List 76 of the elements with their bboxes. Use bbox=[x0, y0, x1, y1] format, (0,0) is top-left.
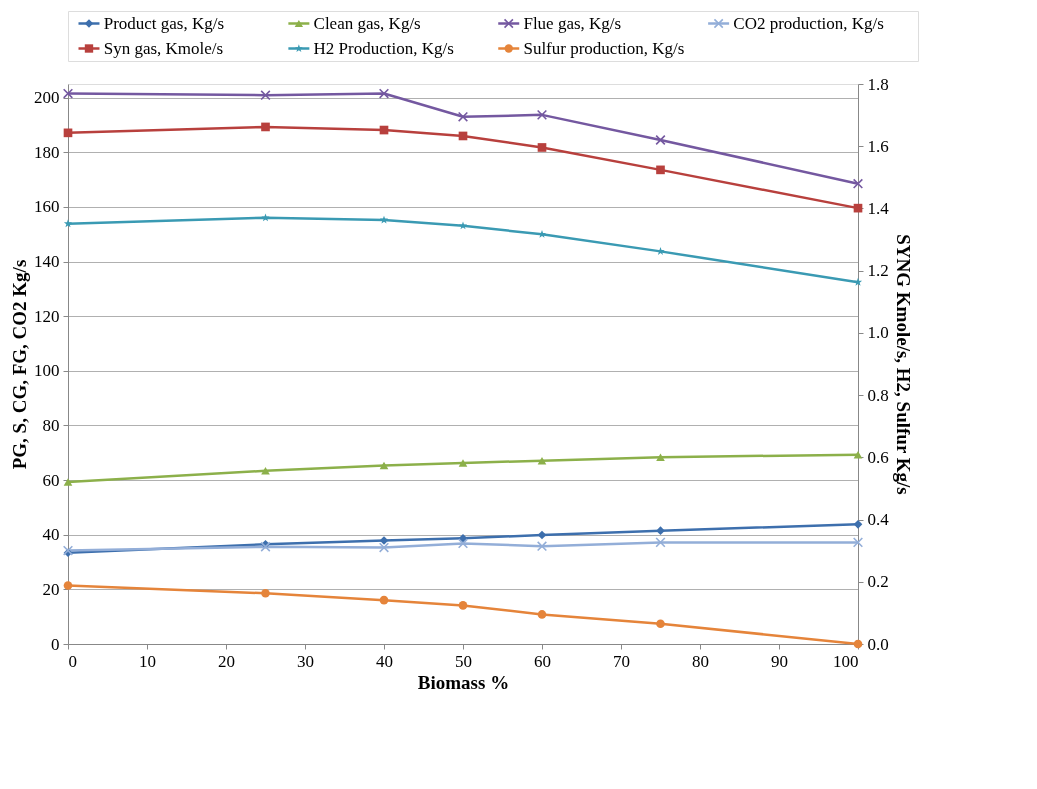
y2-tick-label: 1.2 bbox=[867, 261, 889, 281]
y2-axis-title: SYNG Kmole/s, H2, Sulfur Kg/s bbox=[892, 234, 914, 495]
legend-label: Sulfur production, Kg/s bbox=[523, 38, 685, 58]
x-tick-label: 0 bbox=[68, 651, 77, 671]
point bbox=[656, 165, 665, 175]
point bbox=[655, 537, 666, 548]
legend-label: Product gas, Kg/s bbox=[103, 13, 225, 33]
x-tick-label: 20 bbox=[218, 651, 235, 671]
point bbox=[261, 588, 270, 598]
y2-tick-label: 0.6 bbox=[867, 447, 889, 467]
x-tick-label: 80 bbox=[692, 651, 709, 671]
point bbox=[63, 219, 73, 228]
point bbox=[379, 215, 389, 224]
y-tick-label: 80 bbox=[42, 415, 60, 435]
y-tick-label: 60 bbox=[42, 470, 60, 490]
y2-tick-label: 1.0 bbox=[867, 323, 889, 343]
legend-label: Flue gas, Kg/s bbox=[523, 13, 622, 33]
point bbox=[379, 461, 389, 470]
y2-tick-label: 1.6 bbox=[867, 136, 889, 156]
point bbox=[537, 143, 547, 152]
point bbox=[655, 134, 666, 146]
point bbox=[458, 459, 468, 467]
point bbox=[656, 526, 665, 535]
point bbox=[260, 90, 271, 101]
y-tick-label: 0 bbox=[51, 634, 60, 654]
x-tick-label: 90 bbox=[771, 651, 788, 671]
point bbox=[536, 109, 548, 120]
x-axis-title: Biomass % bbox=[417, 671, 510, 693]
point bbox=[379, 595, 389, 605]
point bbox=[656, 619, 665, 629]
y-tick-label: 120 bbox=[34, 306, 60, 326]
point bbox=[261, 213, 270, 222]
point bbox=[852, 178, 864, 189]
y2-tick-label: 0.8 bbox=[867, 385, 889, 405]
legend-label: Syn gas, Kmole/s bbox=[103, 38, 224, 58]
point bbox=[378, 542, 390, 553]
x-tick-label: 50 bbox=[455, 651, 472, 671]
point bbox=[853, 520, 863, 529]
point bbox=[378, 88, 390, 99]
y-axis-title: PG, S, CG, FG, CO2 Kg/s bbox=[9, 259, 30, 470]
y2-tick-label: 0.0 bbox=[867, 634, 889, 654]
y2-tick-label: 1.8 bbox=[867, 74, 889, 94]
y2-tick-label: 0.2 bbox=[867, 572, 889, 592]
legend-label: H2 Production, Kg/s bbox=[313, 38, 454, 58]
point bbox=[457, 111, 469, 122]
y-tick-label: 180 bbox=[34, 142, 60, 162]
point bbox=[63, 581, 73, 590]
x-tick-label: 60 bbox=[534, 651, 551, 671]
y2-tick-label: 0.4 bbox=[867, 510, 890, 530]
point bbox=[656, 453, 665, 461]
x-tick-label: 30 bbox=[297, 651, 314, 671]
x-tick-label: 100 bbox=[833, 651, 859, 671]
point bbox=[62, 88, 74, 99]
x-tick-label: 10 bbox=[139, 651, 156, 671]
point bbox=[852, 537, 864, 548]
point bbox=[458, 601, 468, 610]
point bbox=[261, 467, 270, 475]
point bbox=[853, 277, 863, 286]
y-tick-label: 140 bbox=[34, 252, 60, 272]
point bbox=[457, 538, 469, 549]
point bbox=[536, 541, 548, 552]
y-tick-label: 100 bbox=[34, 361, 60, 381]
legend-label: CO2 production, Kg/s bbox=[733, 13, 884, 33]
point bbox=[63, 478, 73, 486]
point bbox=[458, 221, 468, 230]
y-tick-label: 200 bbox=[34, 88, 60, 108]
x-tick-label: 70 bbox=[613, 651, 630, 671]
point bbox=[261, 122, 270, 132]
point bbox=[537, 610, 547, 619]
y-tick-label: 160 bbox=[34, 197, 60, 217]
y-tick-label: 40 bbox=[42, 525, 60, 545]
x-tick-label: 40 bbox=[376, 651, 393, 671]
point bbox=[537, 530, 547, 540]
y-tick-label: 20 bbox=[42, 579, 60, 599]
legend-label: Clean gas, Kg/s bbox=[313, 13, 421, 33]
y2-tick-label: 1.4 bbox=[867, 198, 890, 218]
